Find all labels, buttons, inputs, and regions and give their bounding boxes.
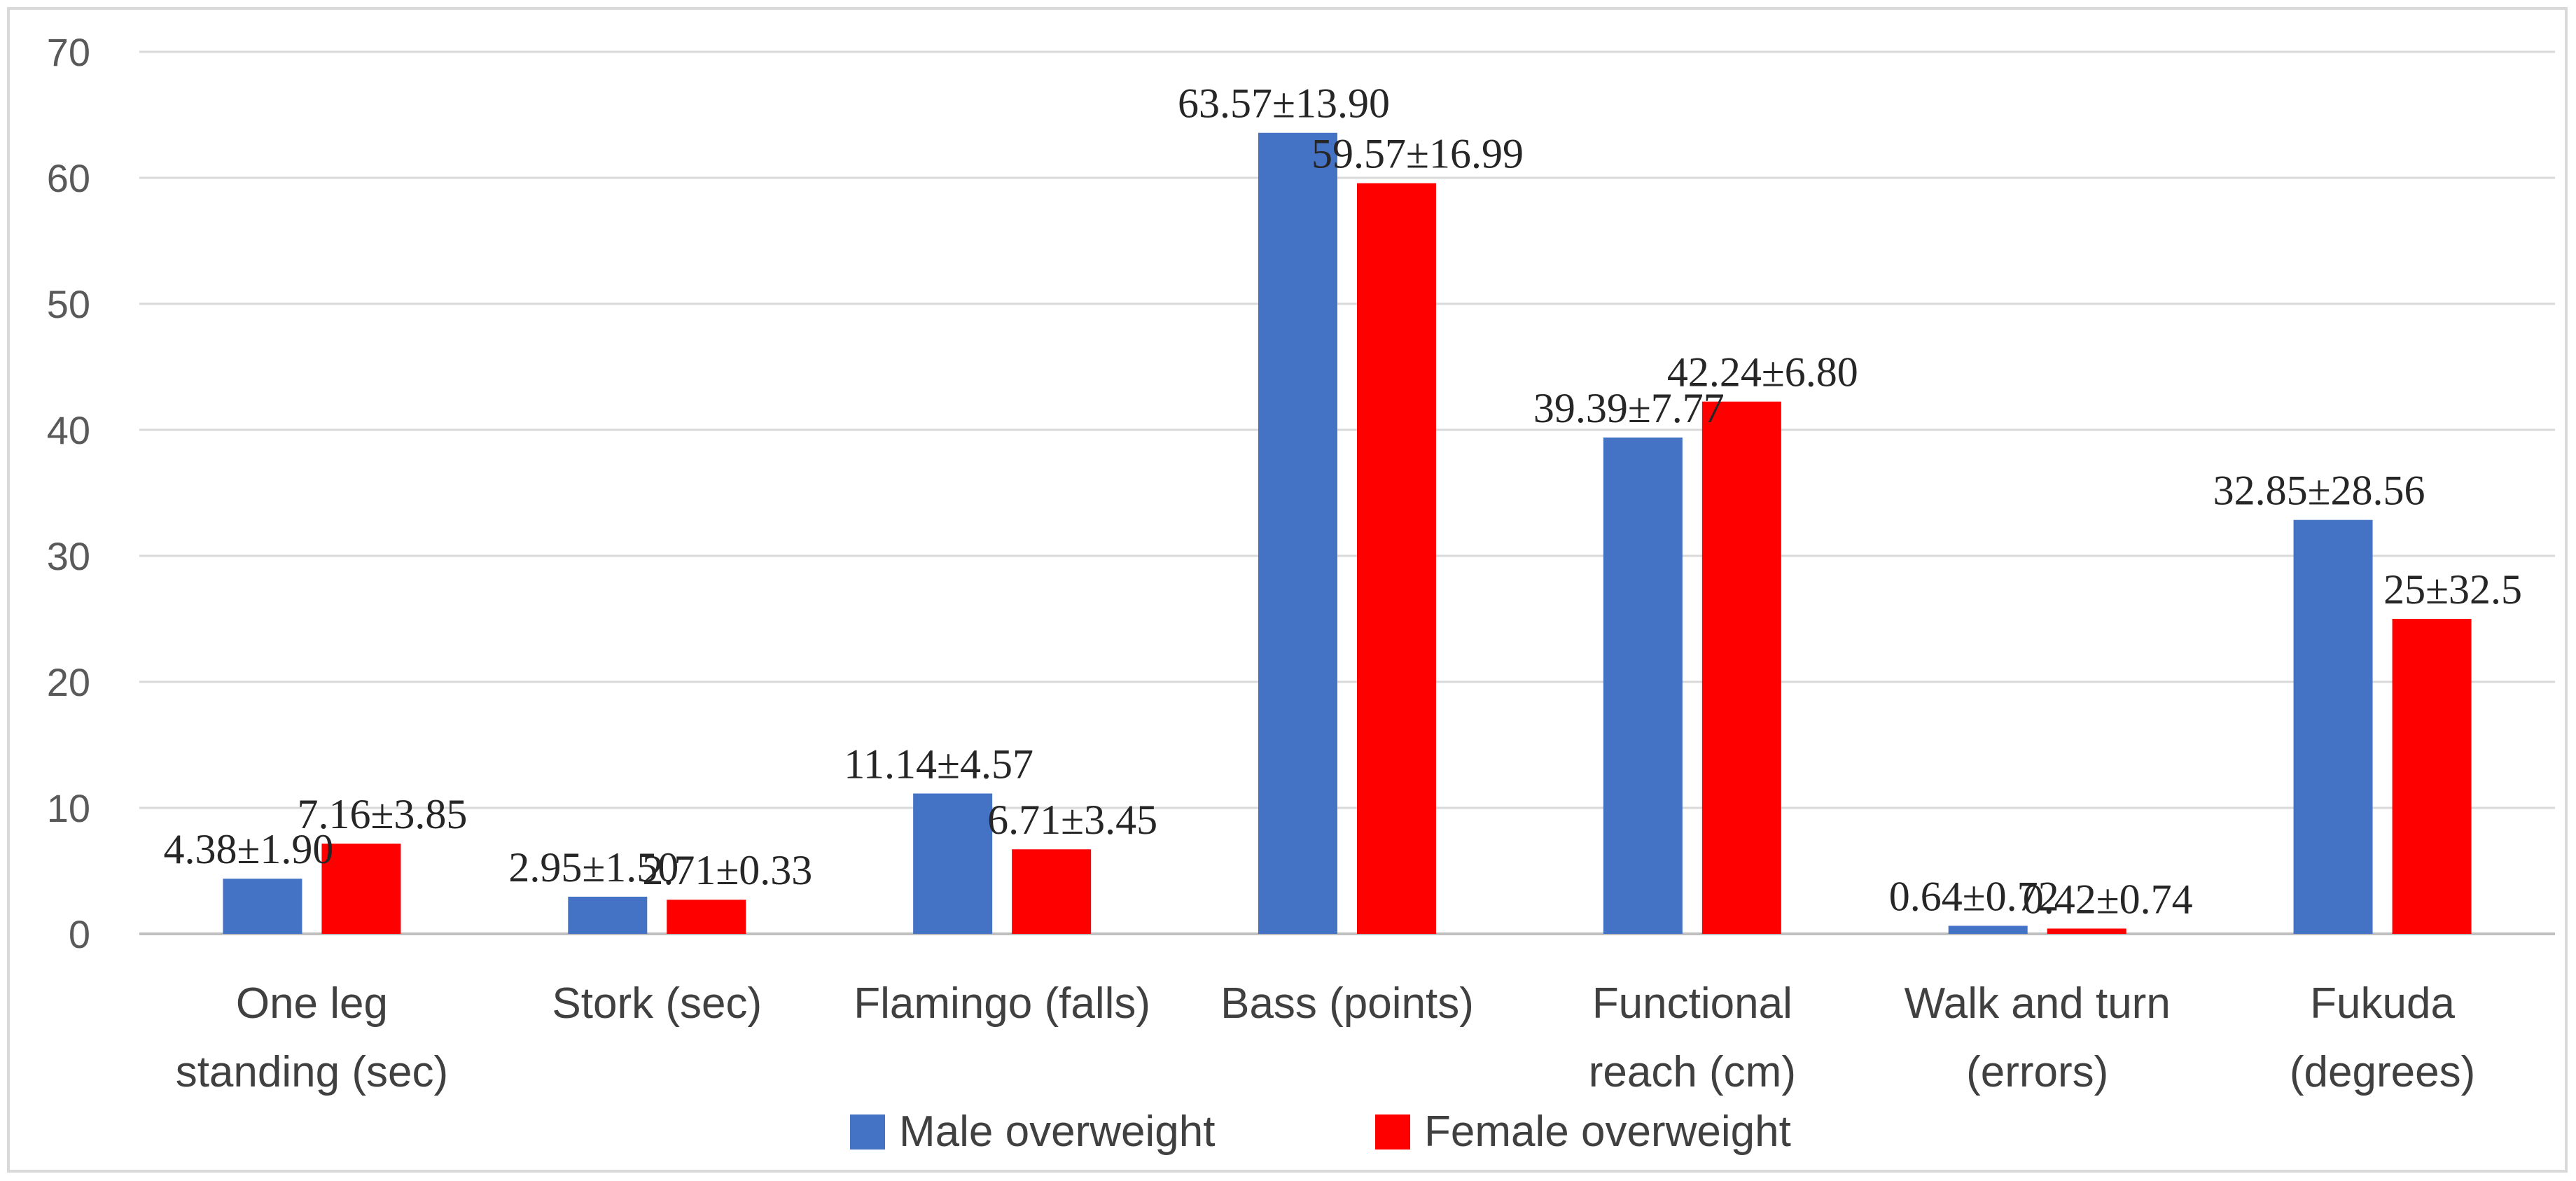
legend-label-male: Male overweight — [899, 1107, 1215, 1156]
y-tick-label: 60 — [47, 156, 90, 200]
data-label-female: 59.57±16.99 — [1311, 131, 1524, 177]
data-label-male: 2.95±1.50 — [508, 844, 678, 890]
data-labels: 4.38±1.907.16±3.85 2.95±1.502.71±0.33 11.1… — [163, 81, 2522, 923]
bars — [223, 132, 2472, 935]
y-tick-label: 30 — [47, 534, 90, 578]
chart-frame: 0 10 20 30 40 50 60 70 One leg standing (sec) Sto… — [7, 7, 2568, 1173]
bar-female — [321, 844, 401, 934]
bar-male — [568, 896, 648, 934]
data-label-female: 2.71±0.33 — [642, 847, 812, 893]
y-tick-label: 0 — [69, 912, 90, 956]
y-tick-label: 50 — [47, 282, 90, 326]
x-category-label: Walk and turn — [1905, 979, 2171, 1028]
legend-swatch-male — [850, 1114, 885, 1149]
data-label-male: 39.39±7.77 — [1533, 385, 1725, 431]
bar-female — [2047, 928, 2126, 934]
bar-male — [1258, 132, 1337, 935]
x-category-label: reach (cm) — [1589, 1048, 1796, 1096]
data-label-male: 63.57±13.90 — [1178, 81, 1390, 127]
x-category-label: Bass (points) — [1220, 979, 1474, 1028]
bar-male — [1603, 437, 1683, 934]
bar-male — [913, 793, 993, 934]
bar-female — [1701, 401, 1781, 934]
bar-female — [2392, 619, 2472, 934]
bar-female — [1012, 849, 1092, 934]
data-label-male: 11.14±4.57 — [844, 741, 1033, 787]
bar-female — [1357, 183, 1436, 934]
x-category-label: (degrees) — [2290, 1048, 2475, 1096]
data-label-female: 25±32.5 — [2383, 566, 2522, 613]
data-label-male: 0.64±0.72 — [1889, 873, 2059, 919]
data-label-male: 4.38±1.90 — [163, 826, 333, 872]
data-label-female: 0.42±0.74 — [2023, 876, 2193, 922]
bar-male — [1948, 925, 2028, 934]
x-category-label: One leg — [236, 979, 388, 1028]
data-label-female: 42.24±6.80 — [1667, 349, 1858, 396]
data-label-female: 6.71±3.45 — [987, 797, 1157, 843]
y-tick-label: 20 — [47, 660, 90, 704]
y-tick-label: 70 — [47, 30, 90, 74]
x-axis-categories: One leg standing (sec) Stork (sec) Flamingo… — [176, 979, 2476, 1096]
legend-swatch-female — [1375, 1114, 1410, 1149]
x-category-label: standing (sec) — [176, 1048, 448, 1096]
bar-female — [667, 900, 746, 934]
x-category-label: Fukuda — [2310, 979, 2455, 1028]
y-tick-label: 40 — [47, 408, 90, 452]
gridlines — [139, 50, 2555, 935]
legend: Male overweight Female overweight — [850, 1107, 1791, 1156]
x-category-label: Functional — [1592, 979, 1792, 1028]
x-category-label: Flamingo (falls) — [854, 979, 1150, 1028]
x-category-label: (errors) — [1966, 1048, 2108, 1096]
y-tick-label: 10 — [47, 786, 90, 830]
bar-male — [223, 879, 302, 934]
bar-male — [2293, 519, 2373, 934]
y-axis-ticks: 0 10 20 30 40 50 60 70 — [47, 30, 90, 956]
x-category-label: Stork (sec) — [552, 979, 762, 1028]
data-label-female: 7.16±3.85 — [297, 791, 467, 837]
bar-chart: 0 10 20 30 40 50 60 70 One leg standing (sec) Sto… — [47, 30, 2555, 1156]
legend-label-female: Female overweight — [1424, 1107, 1791, 1156]
data-label-male: 32.85±28.56 — [2213, 468, 2425, 514]
